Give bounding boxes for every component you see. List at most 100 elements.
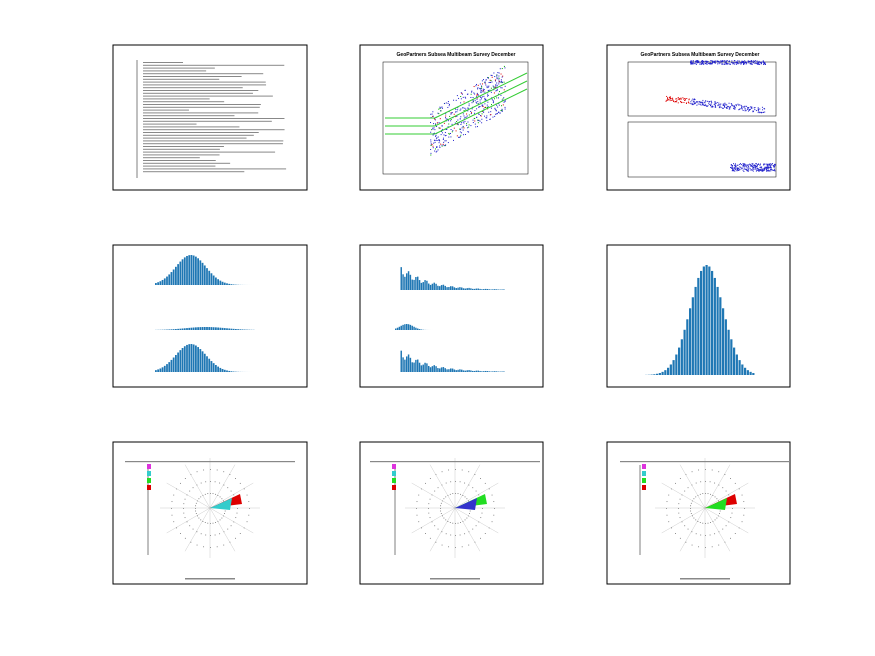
point: [495, 109, 497, 111]
text-line: [143, 151, 276, 153]
histogram-bar: [459, 369, 461, 372]
point: [455, 111, 457, 113]
histogram-bar: [470, 288, 472, 290]
point: [766, 170, 768, 172]
grid-dot: [705, 523, 706, 524]
point: [765, 63, 766, 65]
fit-line: [385, 72, 528, 119]
point: [724, 63, 726, 65]
point: [740, 62, 742, 64]
grid-dot: [195, 508, 196, 509]
point: [668, 96, 670, 98]
point: [738, 167, 740, 169]
grid-dot: [239, 533, 241, 534]
point: [729, 107, 731, 109]
grid-dot: [210, 523, 211, 524]
grid-dot: [460, 493, 461, 495]
point: [712, 106, 714, 108]
point: [751, 165, 753, 167]
histogram-bar: [459, 287, 461, 290]
point: [764, 108, 766, 110]
point: [768, 164, 770, 166]
point: [768, 164, 770, 166]
text-line: [143, 137, 247, 139]
histogram-bar: [694, 286, 697, 375]
point: [464, 96, 466, 98]
grid-dot: [700, 534, 702, 536]
point: [744, 108, 746, 110]
point: [709, 62, 711, 64]
point: [692, 60, 694, 62]
histogram-bar: [170, 359, 173, 372]
point: [665, 99, 667, 101]
point: [443, 122, 445, 124]
point: [749, 106, 751, 108]
histogram-bar: [230, 284, 233, 285]
point: [751, 169, 753, 171]
histogram-bar: [468, 370, 470, 372]
point: [497, 97, 499, 99]
histogram-bar: [495, 289, 498, 290]
histogram-bar: [658, 373, 661, 375]
grid-dot: [700, 481, 702, 483]
histogram-bar: [186, 344, 188, 372]
point: [742, 61, 744, 63]
point: [715, 105, 717, 107]
spoke: [429, 507, 456, 552]
point: [460, 98, 462, 100]
point: [490, 114, 492, 116]
point: [749, 109, 751, 111]
point: [738, 109, 740, 111]
point: [735, 104, 737, 106]
point: [432, 115, 434, 117]
point: [705, 60, 707, 62]
text-line: [143, 87, 243, 89]
histogram-bar: [199, 327, 202, 330]
point: [498, 83, 500, 85]
histogram-bar: [219, 367, 222, 372]
spoke: [166, 507, 211, 534]
point: [695, 62, 697, 64]
point: [481, 111, 483, 113]
grid-dot: [180, 482, 181, 484]
point: [671, 99, 673, 101]
point: [434, 141, 436, 143]
point: [693, 100, 695, 102]
histogram-bar: [155, 370, 157, 372]
point: [771, 163, 773, 165]
point: [773, 164, 775, 166]
point: [763, 167, 765, 169]
point: [495, 113, 497, 115]
point: [474, 120, 476, 122]
grid-dot: [445, 482, 447, 484]
point: [445, 128, 447, 130]
point: [732, 167, 734, 169]
grid-dot: [221, 498, 223, 500]
histogram-bar: [486, 288, 489, 290]
point: [734, 167, 736, 169]
histogram-bar: [428, 283, 430, 290]
point: [460, 96, 462, 98]
point: [494, 107, 496, 109]
point: [495, 85, 497, 87]
point: [698, 61, 700, 63]
point: [770, 170, 772, 172]
point: [496, 88, 498, 90]
point: [473, 117, 475, 119]
histogram-bar: [203, 327, 206, 330]
histogram-bar: [206, 327, 208, 330]
point: [757, 63, 759, 65]
point: [482, 104, 484, 106]
point: [442, 138, 444, 140]
point: [732, 168, 734, 170]
histogram-bar: [448, 369, 450, 372]
point: [763, 111, 765, 113]
grid-dot: [197, 515, 198, 517]
point: [698, 60, 700, 62]
histogram-bar: [680, 339, 683, 375]
spoke: [454, 507, 499, 534]
point: [458, 136, 460, 138]
point: [757, 107, 759, 109]
grid-dot: [210, 481, 211, 482]
point: [731, 62, 733, 64]
